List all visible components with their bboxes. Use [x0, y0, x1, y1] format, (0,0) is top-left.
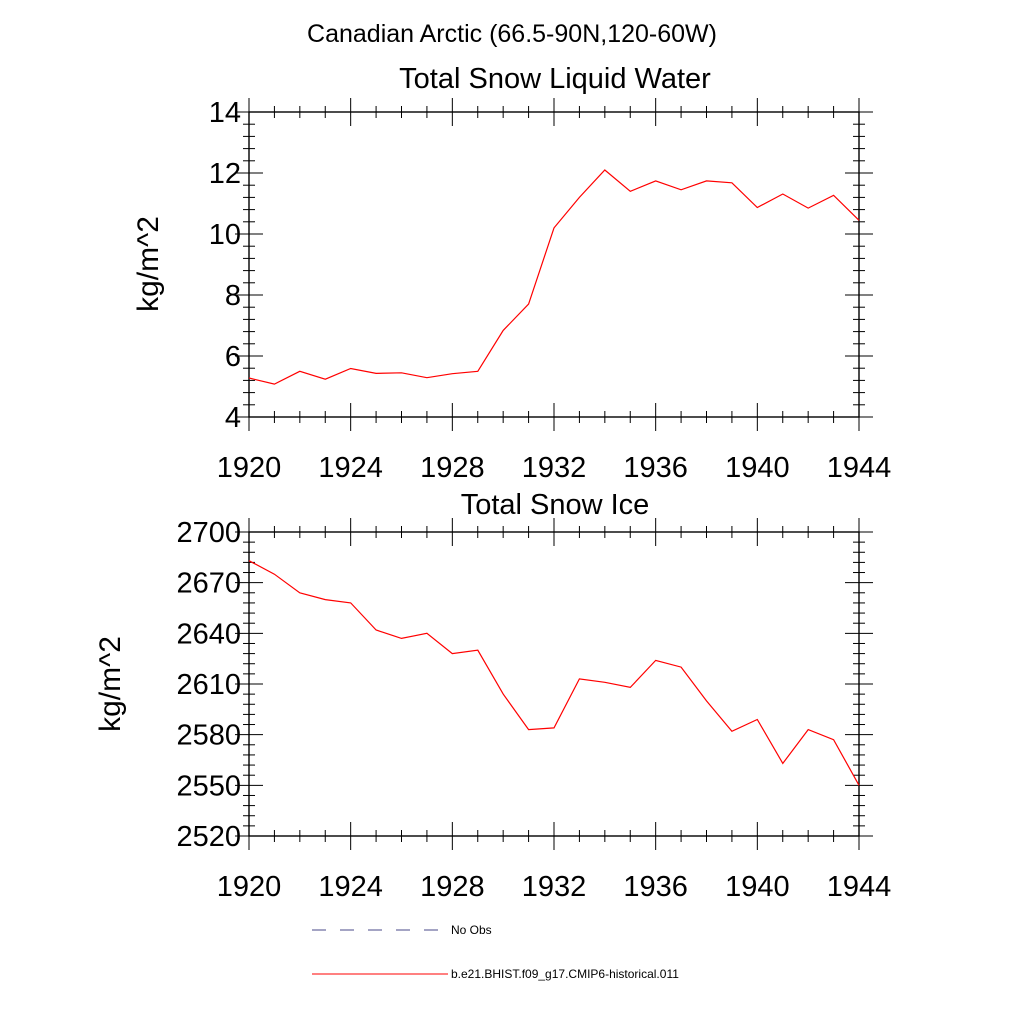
- series-line-2: [248, 560, 860, 786]
- figure-title: Canadian Arctic (66.5-90N,120-60W): [307, 20, 717, 48]
- y-tick-label: 6: [225, 341, 241, 373]
- y-tick-label: 8: [225, 280, 241, 312]
- x-tick-label: 1936: [623, 452, 688, 484]
- y-tick-label: 14: [209, 97, 241, 129]
- y-tick-label: 2580: [176, 720, 241, 752]
- x-tick-label: 1944: [827, 871, 892, 903]
- y-tick-label: 10: [209, 219, 241, 251]
- x-tick-label: 1924: [318, 871, 383, 903]
- y-tick-label: 2520: [176, 821, 241, 853]
- x-tick-label: 1936: [623, 871, 688, 903]
- x-tick-label: 1928: [420, 452, 485, 484]
- panel-snow-liquid-water: Total Snow Liquid Water kg/m^2 1920 1924 1…: [132, 63, 891, 484]
- plot-frame-1: [248, 111, 860, 418]
- x-tick-label: 1944: [827, 452, 892, 484]
- panel-2-plot-area: 1920 1924 1928 1932 1936 1940 1944 2520 2550 2580…: [176, 517, 891, 903]
- y-tick-label: 2640: [176, 618, 241, 650]
- legend: No Obs b.e21.BHIST.f09_g17.CMIP6-histori…: [312, 923, 679, 981]
- plot-frame-2: [248, 531, 860, 837]
- panel-1-ylabel: kg/m^2: [132, 216, 165, 312]
- legend-label-model: b.e21.BHIST.f09_g17.CMIP6-historical.011: [451, 967, 679, 981]
- panel-2-ylabel: kg/m^2: [94, 636, 127, 732]
- y-tick-label: 2670: [176, 568, 241, 600]
- x-tick-label: 1932: [522, 871, 587, 903]
- legend-label-no-obs: No Obs: [451, 923, 492, 937]
- x-tick-label: 1920: [217, 452, 282, 484]
- series-line-1: [248, 169, 860, 385]
- panel-1-title: Total Snow Liquid Water: [399, 63, 711, 95]
- y-tick-label: 4: [225, 402, 241, 434]
- panel-2-title: Total Snow Ice: [461, 489, 650, 521]
- y-tick-label: 12: [209, 158, 241, 190]
- x-tick-label: 1940: [725, 452, 790, 484]
- panel-snow-ice: Total Snow Ice kg/m^2 1920 1924 1928 1932 19…: [94, 489, 891, 903]
- x-tick-label: 1928: [420, 871, 485, 903]
- x-tick-label: 1932: [522, 452, 587, 484]
- x-tick-label: 1940: [725, 871, 790, 903]
- panel-1-plot-area: 1920 1924 1928 1932 1936 1940 1944 4 6 8 10 12 14: [209, 97, 892, 484]
- y-tick-label: 2550: [176, 770, 241, 802]
- y-tick-label: 2610: [176, 669, 241, 701]
- x-tick-label: 1920: [217, 871, 282, 903]
- x-tick-label: 1924: [318, 452, 383, 484]
- y-tick-label: 2700: [176, 517, 241, 549]
